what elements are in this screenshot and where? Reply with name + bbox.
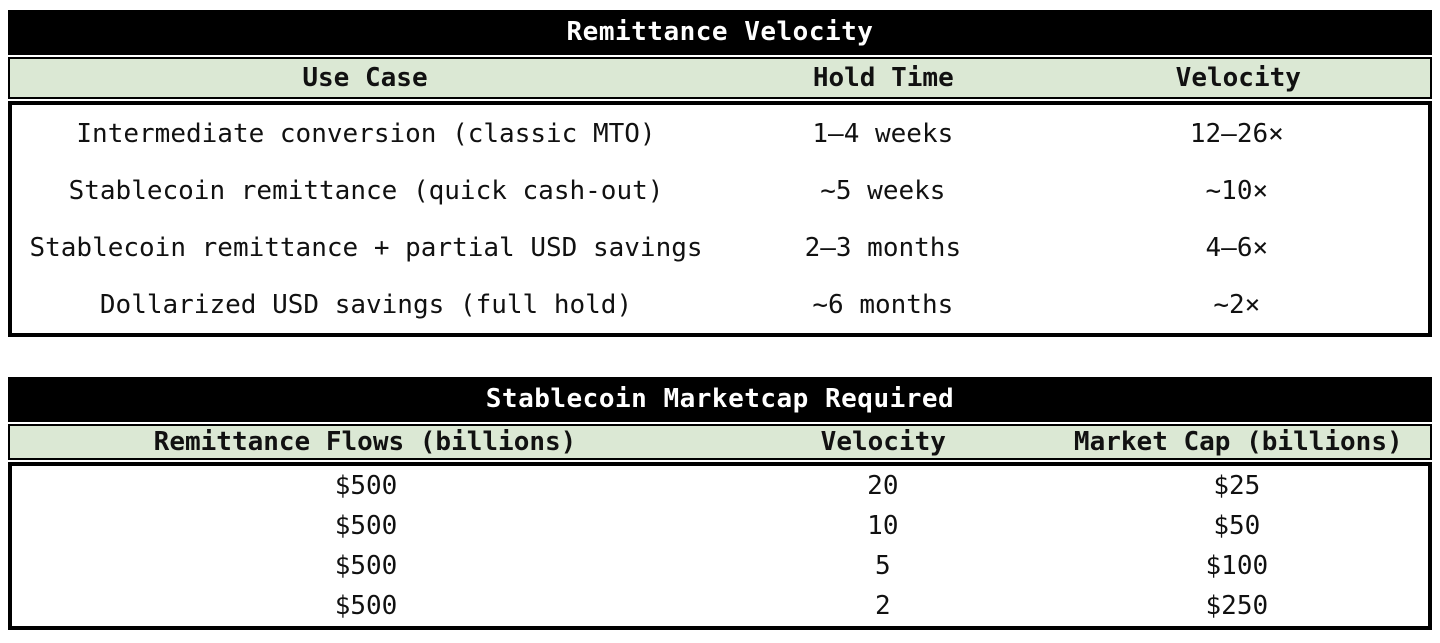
- table-cell: ~6 months: [812, 289, 954, 320]
- table-cell: 20: [867, 471, 899, 501]
- table-cell: 2–3 months: [804, 232, 962, 263]
- column-header: Remittance Flows (billions): [153, 427, 577, 457]
- remittance-velocity-table: Remittance Velocity Use Case Hold Time Vel…: [8, 10, 1432, 337]
- table-cell: $500: [334, 471, 398, 501]
- table-cell: $25: [1213, 471, 1261, 501]
- table-row: Stablecoin remittance + partial USD savi…: [12, 219, 1428, 276]
- table-cell: 2: [875, 591, 891, 621]
- table-cell: $250: [1205, 591, 1269, 621]
- table-cell: ~5 weeks: [820, 175, 946, 206]
- stablecoin-marketcap-table-body: $500 20 $25 $500 10 $50 $500 5 $100 $500 2 $250: [8, 462, 1432, 630]
- column-header: Use Case: [302, 63, 428, 93]
- table-cell: $500: [334, 511, 398, 541]
- table-cell: Intermediate conversion (classic MTO): [76, 118, 656, 149]
- table-row: $500 2 $250: [12, 586, 1428, 626]
- table-row: Intermediate conversion (classic MTO) 1–4…: [12, 105, 1428, 162]
- table-row: Stablecoin remittance (quick cash-out) ~5…: [12, 162, 1428, 219]
- column-header: Market Cap (billions): [1073, 427, 1403, 457]
- table-cell: Stablecoin remittance + partial USD savi…: [29, 232, 703, 263]
- table-cell: Stablecoin remittance (quick cash-out): [68, 175, 664, 206]
- remittance-velocity-header-row: Use Case Hold Time Velocity: [8, 57, 1432, 99]
- table-row: $500 5 $100: [12, 546, 1428, 586]
- column-header: Velocity: [820, 427, 946, 457]
- table-cell: $50: [1213, 511, 1261, 541]
- table-cell: 10: [867, 511, 899, 541]
- column-header: Hold Time: [812, 63, 954, 93]
- table-cell: ~10×: [1205, 175, 1269, 206]
- table-cell: Dollarized USD savings (full hold): [99, 289, 633, 320]
- remittance-velocity-table-body: Intermediate conversion (classic MTO) 1–4…: [8, 101, 1432, 337]
- table-cell: 12–26×: [1189, 118, 1284, 149]
- stablecoin-marketcap-table-title: Stablecoin Marketcap Required: [8, 377, 1432, 422]
- table-cell: ~2×: [1213, 289, 1261, 320]
- table-cell: 4–6×: [1205, 232, 1269, 263]
- remittance-velocity-table-title: Remittance Velocity: [8, 10, 1432, 55]
- table-cell: 5: [875, 551, 891, 581]
- table-cell: $500: [334, 591, 398, 621]
- column-header: Velocity: [1175, 63, 1301, 93]
- stablecoin-marketcap-header-row: Remittance Flows (billions) Velocity Marke…: [8, 424, 1432, 460]
- table-cell: 1–4 weeks: [812, 118, 954, 149]
- table-row: $500 20 $25: [12, 466, 1428, 506]
- table-cell: $500: [334, 551, 398, 581]
- table-cell: $100: [1205, 551, 1269, 581]
- table-row: Dollarized USD savings (full hold) ~6 mon…: [12, 276, 1428, 333]
- stablecoin-marketcap-table: Stablecoin Marketcap Required Remittance…: [8, 377, 1432, 630]
- page: Remittance Velocity Use Case Hold Time Vel…: [8, 10, 1432, 630]
- table-row: $500 10 $50: [12, 506, 1428, 546]
